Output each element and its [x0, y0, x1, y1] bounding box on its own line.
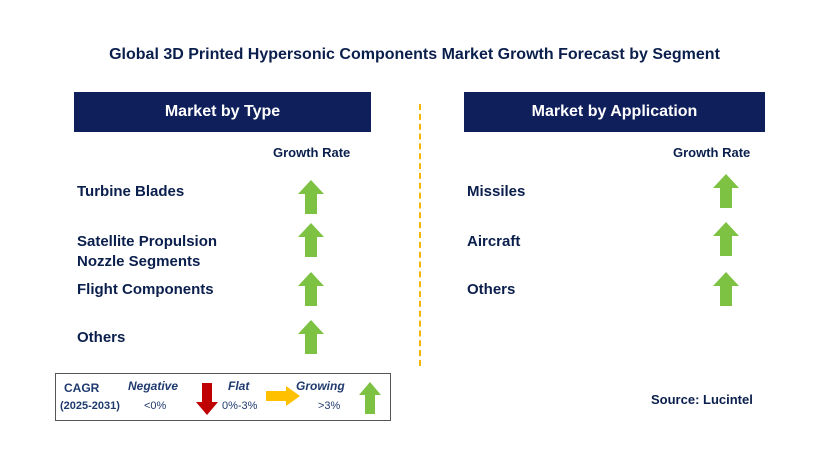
growing-arrow-icon [713, 174, 739, 208]
negative-arrow-icon [196, 383, 218, 415]
cagr-legend: CAGR (2025-2031) Negative <0% Flat 0%-3%… [55, 373, 391, 421]
legend-flat-range: 0%-3% [222, 400, 258, 412]
label-line: Flight Components [77, 281, 214, 298]
legend-negative-label: Negative [128, 379, 179, 393]
growing-arrow-icon [298, 180, 324, 214]
legend-growing-range: >3% [318, 400, 341, 412]
legend-flat-label: Flat [228, 379, 250, 393]
market-by-type-header: Market by Type [74, 92, 371, 132]
type-item-label: Satellite Propulsion Nozzle Segments [77, 232, 217, 272]
growing-legend-arrow-icon [359, 382, 381, 414]
right-growth-rate-header: Growth Rate [673, 145, 751, 160]
panel-divider [419, 104, 421, 366]
label-line: Aircraft [467, 233, 521, 250]
growing-arrow-icon [713, 272, 739, 306]
label-line: Satellite Propulsion [77, 233, 218, 250]
growing-arrow-icon [298, 272, 324, 306]
type-item-label: Others [77, 328, 125, 348]
legend-title: CAGR [64, 381, 100, 395]
application-item-label: Missiles [467, 182, 525, 202]
application-item-label: Aircraft [467, 232, 520, 252]
label-line: Others [467, 281, 516, 298]
legend-growing-label: Growing [296, 379, 345, 393]
label-line: Nozzle Segments [77, 253, 201, 270]
type-item-label: Flight Components [77, 280, 214, 300]
label-line: Missiles [467, 183, 526, 200]
flat-arrow-icon [266, 386, 300, 406]
label-line: Others [77, 329, 126, 346]
type-item-label: Turbine Blades [77, 182, 184, 202]
application-item-label: Others [467, 280, 515, 300]
left-growth-rate-header: Growth Rate [273, 145, 351, 160]
page-title: Global 3D Printed Hypersonic Components … [109, 46, 720, 63]
growing-arrow-icon [298, 320, 324, 354]
market-by-application-header: Market by Application [464, 92, 765, 132]
legend-negative-range: <0% [144, 400, 167, 412]
legend-period: (2025-2031) [60, 400, 120, 412]
source-note: Source: Lucintel [651, 392, 753, 407]
label-line: Turbine Blades [77, 183, 185, 200]
growing-arrow-icon [713, 222, 739, 256]
growing-arrow-icon [298, 223, 324, 257]
